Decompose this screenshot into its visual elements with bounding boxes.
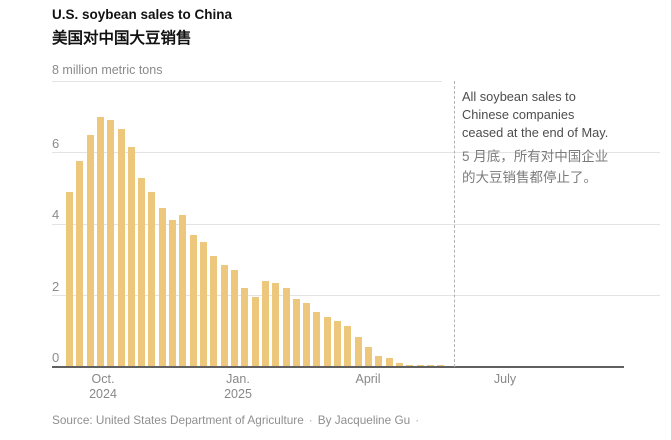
x-tick-label-july: July (493, 372, 517, 386)
bar-week-12 (179, 215, 187, 367)
bar-week-20 (261, 281, 269, 367)
x-axis-baseline (52, 366, 624, 368)
chart-title-chinese: 美国对中国大豆销售 (52, 30, 192, 47)
bar-week-16 (220, 265, 228, 367)
bar-week-18 (241, 288, 249, 367)
annotation-chinese-line-2: 的大豆销售都停止了。 (462, 169, 597, 185)
y-tick-label-6: 6 (52, 135, 60, 151)
bar-week-33 (395, 363, 403, 367)
gridline-6 (52, 152, 660, 153)
gridline-top (52, 81, 442, 82)
y-axis-unit-label: 8 million metric tons (52, 63, 163, 77)
bar-week-17 (230, 270, 238, 367)
footer-separator: · (308, 413, 313, 427)
bar-week-3 (86, 135, 94, 367)
bar-week-4 (96, 117, 104, 367)
bar-week-6 (117, 129, 125, 367)
x-tick-label-oct: Oct. 2024 (89, 372, 117, 401)
gridline-4 (52, 223, 660, 225)
bar-week-5 (107, 120, 115, 367)
gridline-2 (52, 295, 660, 296)
chart-plot: 0 2 4 6 Oct. 2024 Jan. 2025 April July (52, 81, 660, 401)
bar-week-32 (385, 358, 393, 367)
footer: Source: United States Department of Agri… (52, 413, 424, 427)
bar-week-2 (76, 161, 84, 367)
bar-week-9 (148, 192, 156, 367)
bar-week-8 (138, 178, 146, 367)
byline: By Jacqueline Gu (317, 413, 411, 427)
bar-week-21 (272, 283, 280, 367)
bar-week-23 (292, 299, 300, 367)
x-tick-label-april: April (355, 372, 381, 386)
event-annotation: All soybean sales to Chinese companies cea… (462, 88, 667, 188)
bar-week-19 (251, 297, 259, 367)
bar-week-29 (354, 337, 362, 367)
bar-week-14 (200, 242, 208, 367)
bar-week-22 (282, 288, 290, 367)
y-tick-label-4: 4 (52, 207, 60, 222)
bar-week-15 (210, 256, 218, 367)
annotation-english-line-1: All soybean sales to (462, 89, 576, 104)
x-tick-label-jan: Jan. 2025 (224, 372, 252, 401)
bar-week-24 (303, 303, 311, 367)
y-tick-label-2: 2 (52, 278, 60, 294)
footer-separator-trailing: · (415, 413, 420, 427)
bar-week-10 (158, 208, 166, 367)
bar-week-30 (364, 347, 372, 367)
bar-week-7 (127, 147, 135, 367)
annotation-english-line-2: Chinese companies (462, 107, 575, 122)
bar-week-1 (66, 192, 73, 367)
chart-title-english: U.S. soybean sales to China (52, 7, 233, 22)
annotation-chinese-line-1: 5 月底，所有对中国企业 (462, 149, 609, 164)
bar-week-27 (334, 321, 342, 367)
annotation-english-line-3: ceased at the end of May. (462, 125, 609, 140)
source-credit: Source: United States Department of Agri… (52, 413, 304, 427)
y-tick-label-0: 0 (52, 350, 60, 365)
bar-week-28 (344, 326, 352, 367)
bar-week-31 (375, 356, 383, 367)
bar-week-26 (323, 317, 331, 367)
bar-week-25 (313, 312, 321, 367)
bar-week-11 (169, 220, 177, 367)
bar-week-13 (189, 235, 197, 367)
sales-ceased-dashed-line (454, 81, 455, 367)
